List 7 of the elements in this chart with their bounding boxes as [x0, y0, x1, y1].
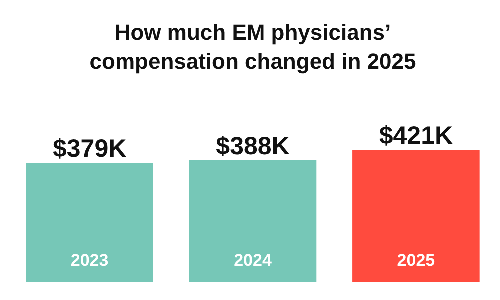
- data-label: $388K: [216, 132, 290, 160]
- chart-title: How much EM physicians’ compensation changed in 2025: [90, 20, 416, 74]
- x-tick-label: 2025: [397, 251, 436, 270]
- data-label: $379K: [52, 135, 127, 164]
- data-label: $421K: [379, 122, 454, 150]
- x-tick-label: 2024: [234, 251, 272, 270]
- x-tick-label: 2023: [70, 251, 109, 270]
